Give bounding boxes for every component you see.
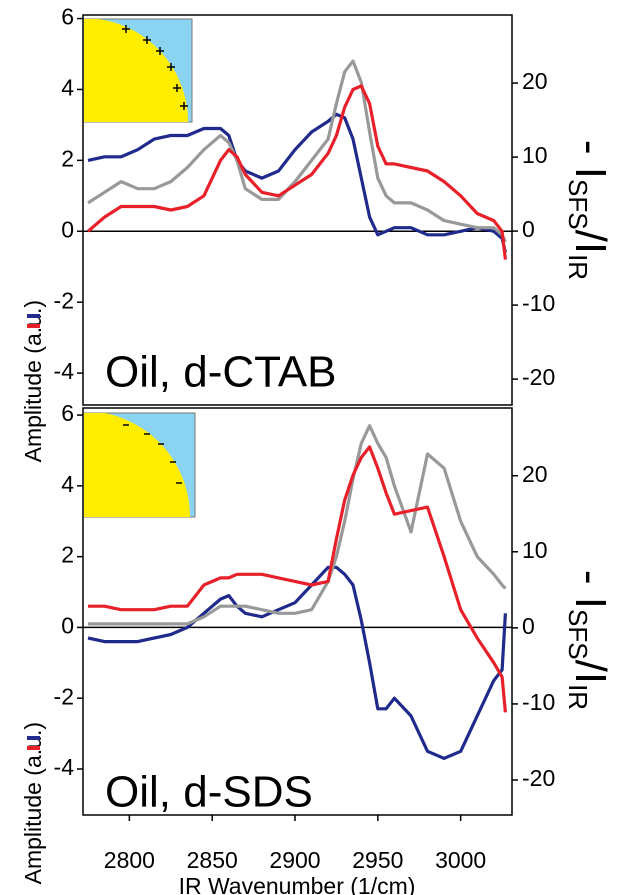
spectrum-line <box>87 59 507 243</box>
y-tick-label: 0 <box>61 613 74 639</box>
y2-label-part: SFS <box>563 179 593 230</box>
x-axis-label: IR Wavenumber (1/cm) <box>179 873 416 895</box>
y2-tick-label: 10 <box>522 142 548 168</box>
y-tick-label: 2 <box>61 542 74 568</box>
spectrum-line <box>87 112 507 253</box>
y-tick-label: 0 <box>61 216 74 242</box>
y-tick-label: -2 <box>54 683 74 709</box>
y2-label-part: IR <box>563 684 593 710</box>
spectrum-line <box>88 445 507 713</box>
y2-tick-label: -10 <box>522 689 555 715</box>
inset-charges <box>122 25 188 110</box>
inset-positive <box>83 18 193 123</box>
y-label-marker <box>27 746 40 750</box>
y-tick-label: 4 <box>61 471 74 497</box>
y2-label-part: SFS <box>563 609 593 660</box>
panel-title: Oil, d-SDS <box>105 768 313 817</box>
y2-axis-label: - ISFS/IIR <box>563 140 615 280</box>
spectrum-line <box>87 565 507 760</box>
plot-frame <box>82 407 513 816</box>
y2-tick-label: -20 <box>522 765 555 791</box>
y-tick-label: -4 <box>54 358 75 384</box>
y2-label-part: - I <box>566 570 615 609</box>
y2-label-part: /I <box>566 230 615 254</box>
inset-negative <box>83 412 196 518</box>
plot-frame <box>82 14 513 406</box>
y2-label-part: IR <box>563 254 593 280</box>
x-tick-label: 2800 <box>104 847 155 873</box>
y2-tick-label: -10 <box>522 290 555 316</box>
y2-label-part: - I <box>566 140 615 179</box>
spectrum-line <box>86 84 507 260</box>
y-label-marker <box>27 314 40 318</box>
panel-title: Oil, d-CTAB <box>105 348 336 397</box>
y2-tick-label: 0 <box>522 216 535 242</box>
y-tick-label: 6 <box>61 400 74 426</box>
x-tick-label: 2850 <box>187 847 238 873</box>
y-tick-label: -2 <box>54 287 74 313</box>
y-tick-label: 4 <box>61 75 74 101</box>
y-label-marker <box>27 324 40 328</box>
y2-tick-label: 20 <box>522 461 548 487</box>
inset-charges <box>123 424 182 484</box>
y-tick-label: -4 <box>54 754 75 780</box>
x-tick-label: 2900 <box>269 847 320 873</box>
y2-tick-label: 10 <box>522 537 548 563</box>
inset-droplet <box>84 19 188 122</box>
inset-droplet <box>84 413 190 517</box>
y2-tick-label: 0 <box>522 613 535 639</box>
y-tick-label: 2 <box>61 145 74 171</box>
x-tick-label: 2950 <box>352 847 403 873</box>
y2-axis-label: - ISFS/IIR <box>563 570 615 710</box>
y2-label-part: /I <box>566 660 615 684</box>
y-label-marker <box>27 736 40 740</box>
y-tick-label: 6 <box>61 4 74 30</box>
x-tick-label: 3000 <box>435 847 486 873</box>
y2-tick-label: 20 <box>522 68 548 94</box>
y2-tick-label: -20 <box>522 364 555 390</box>
